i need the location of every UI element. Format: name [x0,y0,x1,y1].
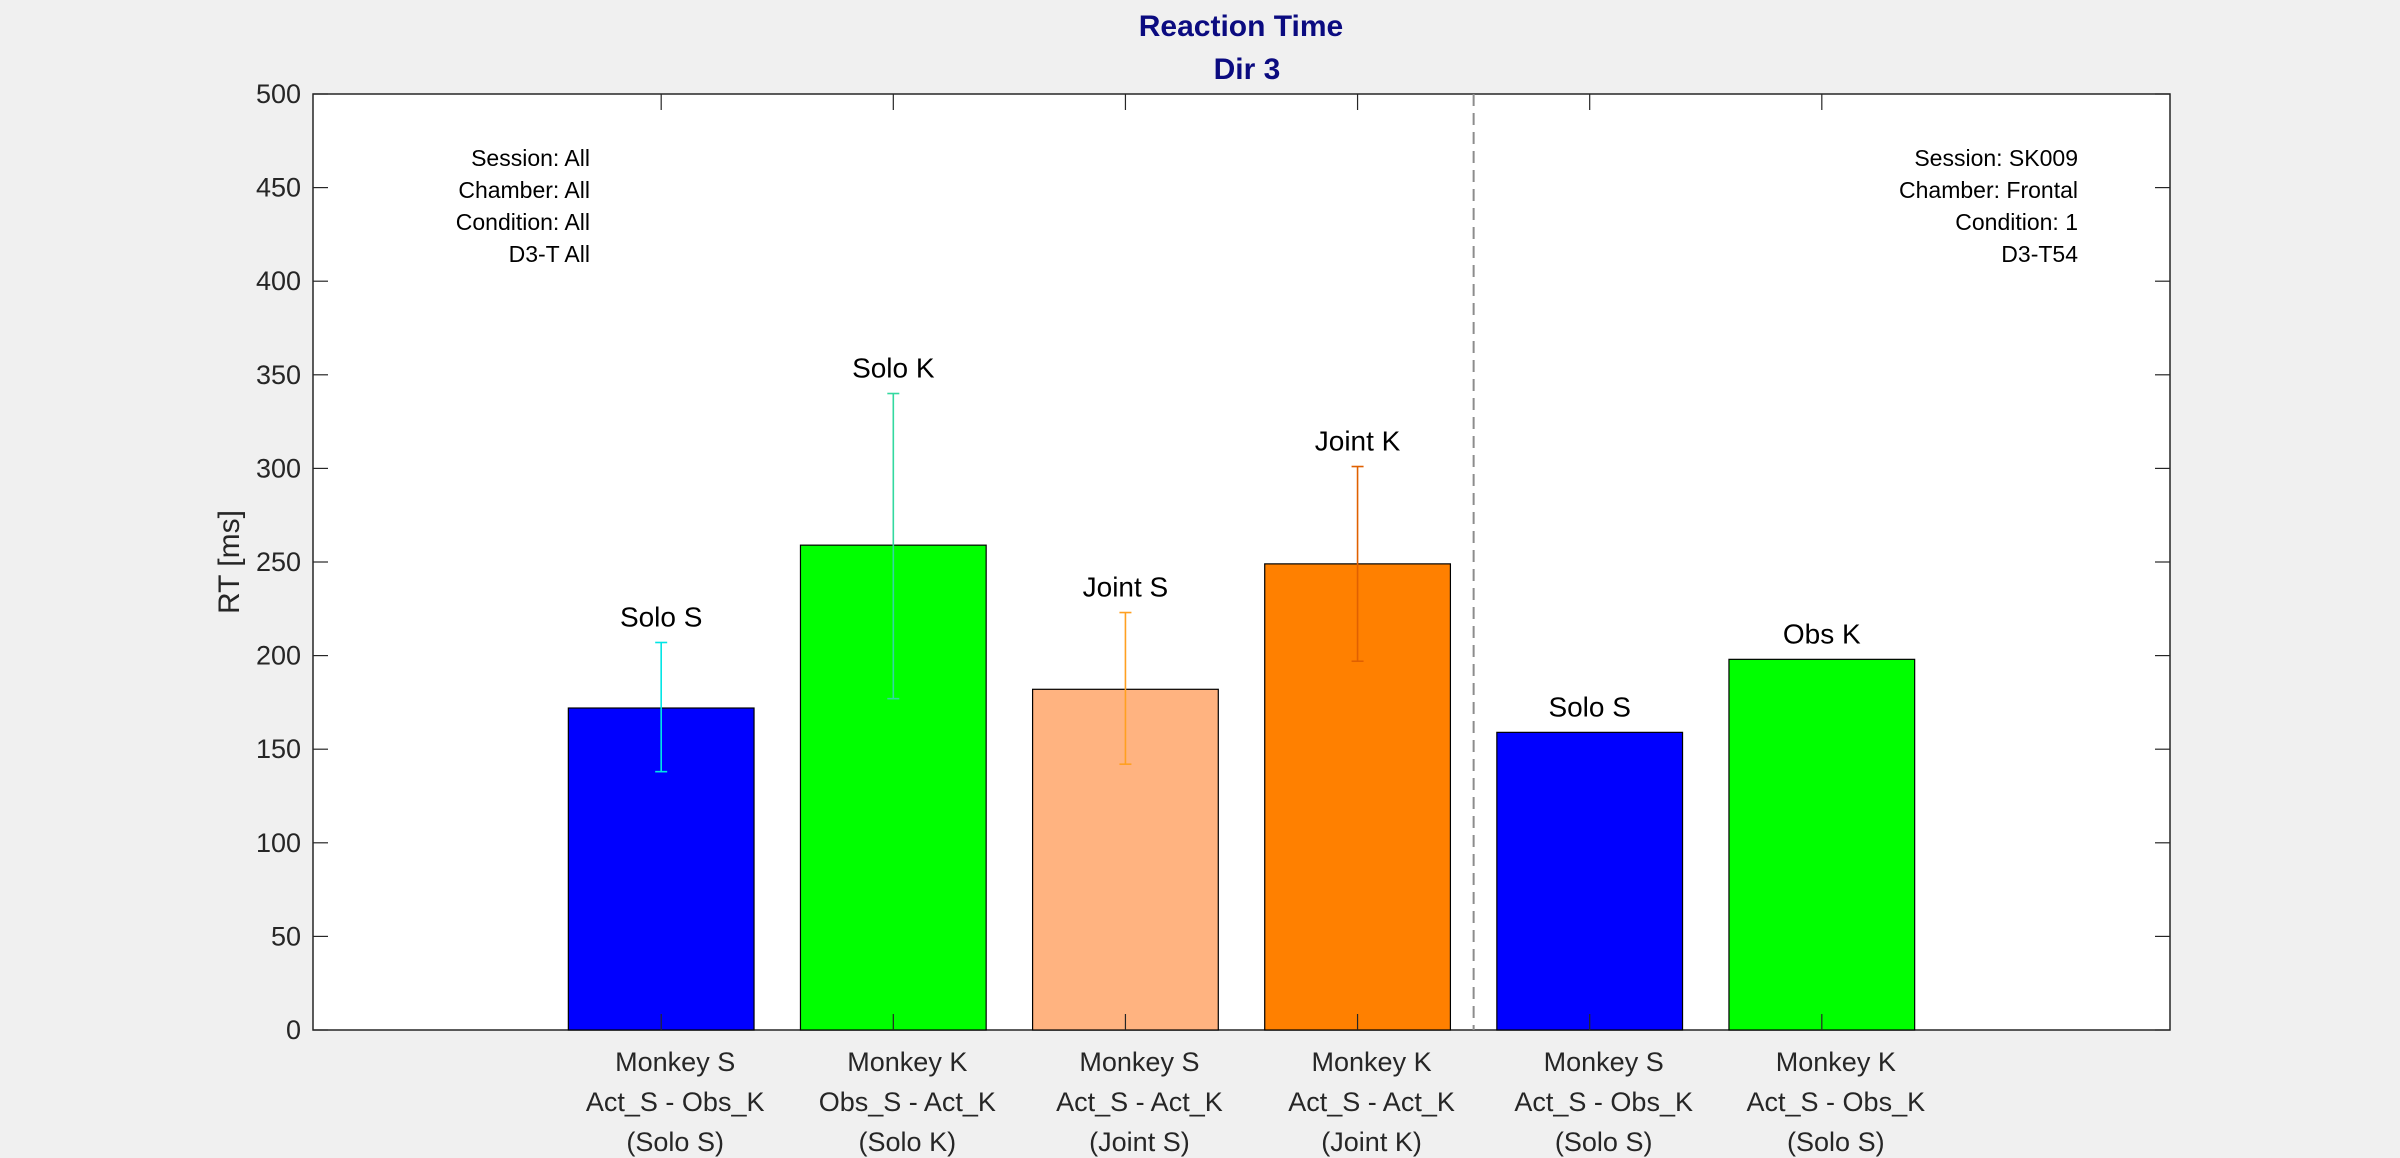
x-category-label: Obs_S - Act_K [819,1087,996,1117]
x-category-label: Monkey K [1312,1047,1432,1077]
annotation-line: Session: All [471,145,590,171]
chart-title: Reaction Time [1139,10,1344,43]
x-category-label: Act_S - Act_K [1288,1087,1455,1117]
x-category-label: Act_S - Obs_K [1514,1087,1693,1117]
chart-subtitle: Dir 3 [1214,53,1281,86]
y-tick-label: 500 [256,79,301,109]
annotation-line: Chamber: All [458,177,590,203]
annotation-line: Chamber: Frontal [1899,177,2078,203]
bar-label: Obs K [1783,618,1861,649]
x-category-label: Monkey K [847,1047,967,1077]
x-category-label: (Joint S) [1089,1127,1190,1157]
y-tick-label: 300 [256,453,301,483]
bar-label: Solo K [852,353,935,384]
bar-label: Joint S [1083,572,1169,603]
x-category-label: Monkey S [1079,1047,1199,1077]
y-tick-label: 0 [286,1015,301,1045]
bar-label: Solo S [620,601,703,632]
plot-layer: 0 50 100 150 200 250 300 350 400 450 500 Solo S Solo… [256,79,2170,1157]
annotation-line: Condition: 1 [1955,209,2078,235]
bar [1728,658,1916,1031]
y-axis-label: RT [ms] [213,510,246,614]
bar [1496,731,1684,1031]
x-category-label: Monkey K [1776,1047,1896,1077]
x-category-label: Monkey S [615,1047,735,1077]
y-tick-label: 400 [256,266,301,296]
x-category-label: Act_S - Act_K [1056,1087,1223,1117]
annotation-line: Condition: All [456,209,590,235]
x-category-label: Act_S - Obs_K [586,1087,765,1117]
y-tick-label: 50 [271,921,301,951]
x-category-label: Monkey S [1544,1047,1664,1077]
y-tick-label: 250 [256,547,301,577]
x-category-label: Act_S - Obs_K [1747,1087,1926,1117]
annotation-line: D3-T54 [2001,241,2078,267]
annotation-line: D3-T All [509,241,590,267]
y-tick-label: 200 [256,641,301,671]
annotation-line: Session: SK009 [1914,145,2078,171]
x-category-label: (Solo K) [859,1127,957,1157]
bar-label: Joint K [1315,426,1401,457]
y-tick-label: 100 [256,828,301,858]
left-session-info: Session: All Chamber: All Condition: All D3… [456,145,590,267]
bar-label: Solo S [1548,691,1631,722]
y-tick-label: 350 [256,360,301,390]
x-category-label: (Solo S) [1787,1127,1885,1157]
y-tick-label: 450 [256,173,301,203]
x-category-label: (Solo S) [626,1127,724,1157]
y-tick-label: 150 [256,734,301,764]
x-category-label: (Solo S) [1555,1127,1653,1157]
x-category-label: (Joint K) [1321,1127,1422,1157]
right-session-info: Session: SK009 Chamber: Frontal Condition:… [1899,145,2078,267]
